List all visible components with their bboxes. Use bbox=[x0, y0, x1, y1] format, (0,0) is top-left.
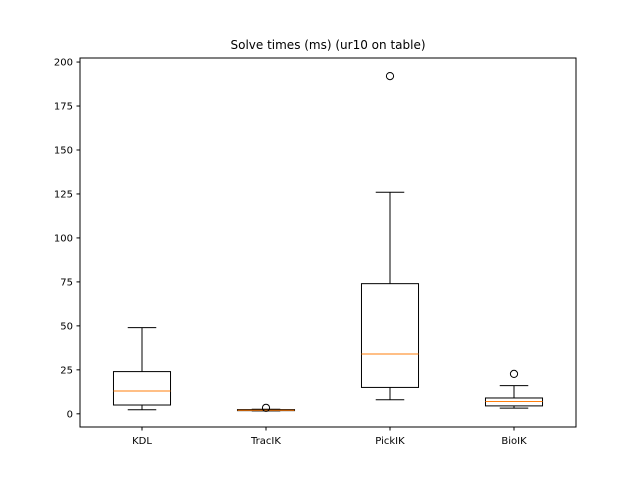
plot-area-frame bbox=[79, 57, 577, 428]
y-tick-label: 50 bbox=[60, 321, 73, 332]
chart-title: Solve times (ms) (ur10 on table) bbox=[230, 38, 425, 52]
y-tick-label: 75 bbox=[60, 277, 73, 288]
outlier-point bbox=[261, 403, 271, 412]
iqr-box bbox=[360, 283, 420, 388]
y-axis: 0 25 50 75 100 125 150 175 200 bbox=[54, 58, 80, 420]
box-series bbox=[112, 72, 544, 412]
box-kdl bbox=[112, 327, 172, 411]
box-pickik bbox=[360, 72, 420, 401]
y-tick-label: 25 bbox=[60, 365, 73, 376]
outlier-point bbox=[385, 72, 395, 81]
y-tick-label: 175 bbox=[54, 102, 73, 113]
box-tracik bbox=[236, 403, 296, 412]
box-bioik bbox=[484, 369, 544, 409]
y-tick-label: 200 bbox=[54, 58, 73, 69]
y-tick-label: 150 bbox=[54, 145, 73, 156]
x-tick-label-pickik: PickIK bbox=[375, 436, 405, 447]
x-axis: KDL TracIK PickIK BioIK bbox=[132, 427, 527, 447]
y-tick-label: 100 bbox=[54, 233, 73, 244]
x-tick-label-bioik: BioIK bbox=[501, 436, 527, 447]
y-tick-label: 125 bbox=[54, 189, 73, 200]
outlier-point bbox=[509, 369, 519, 378]
y-tick-label: 0 bbox=[67, 409, 73, 420]
iqr-box bbox=[112, 371, 172, 406]
x-tick-label-tracik: TracIK bbox=[250, 436, 281, 447]
x-tick-label-kdl: KDL bbox=[132, 436, 152, 447]
